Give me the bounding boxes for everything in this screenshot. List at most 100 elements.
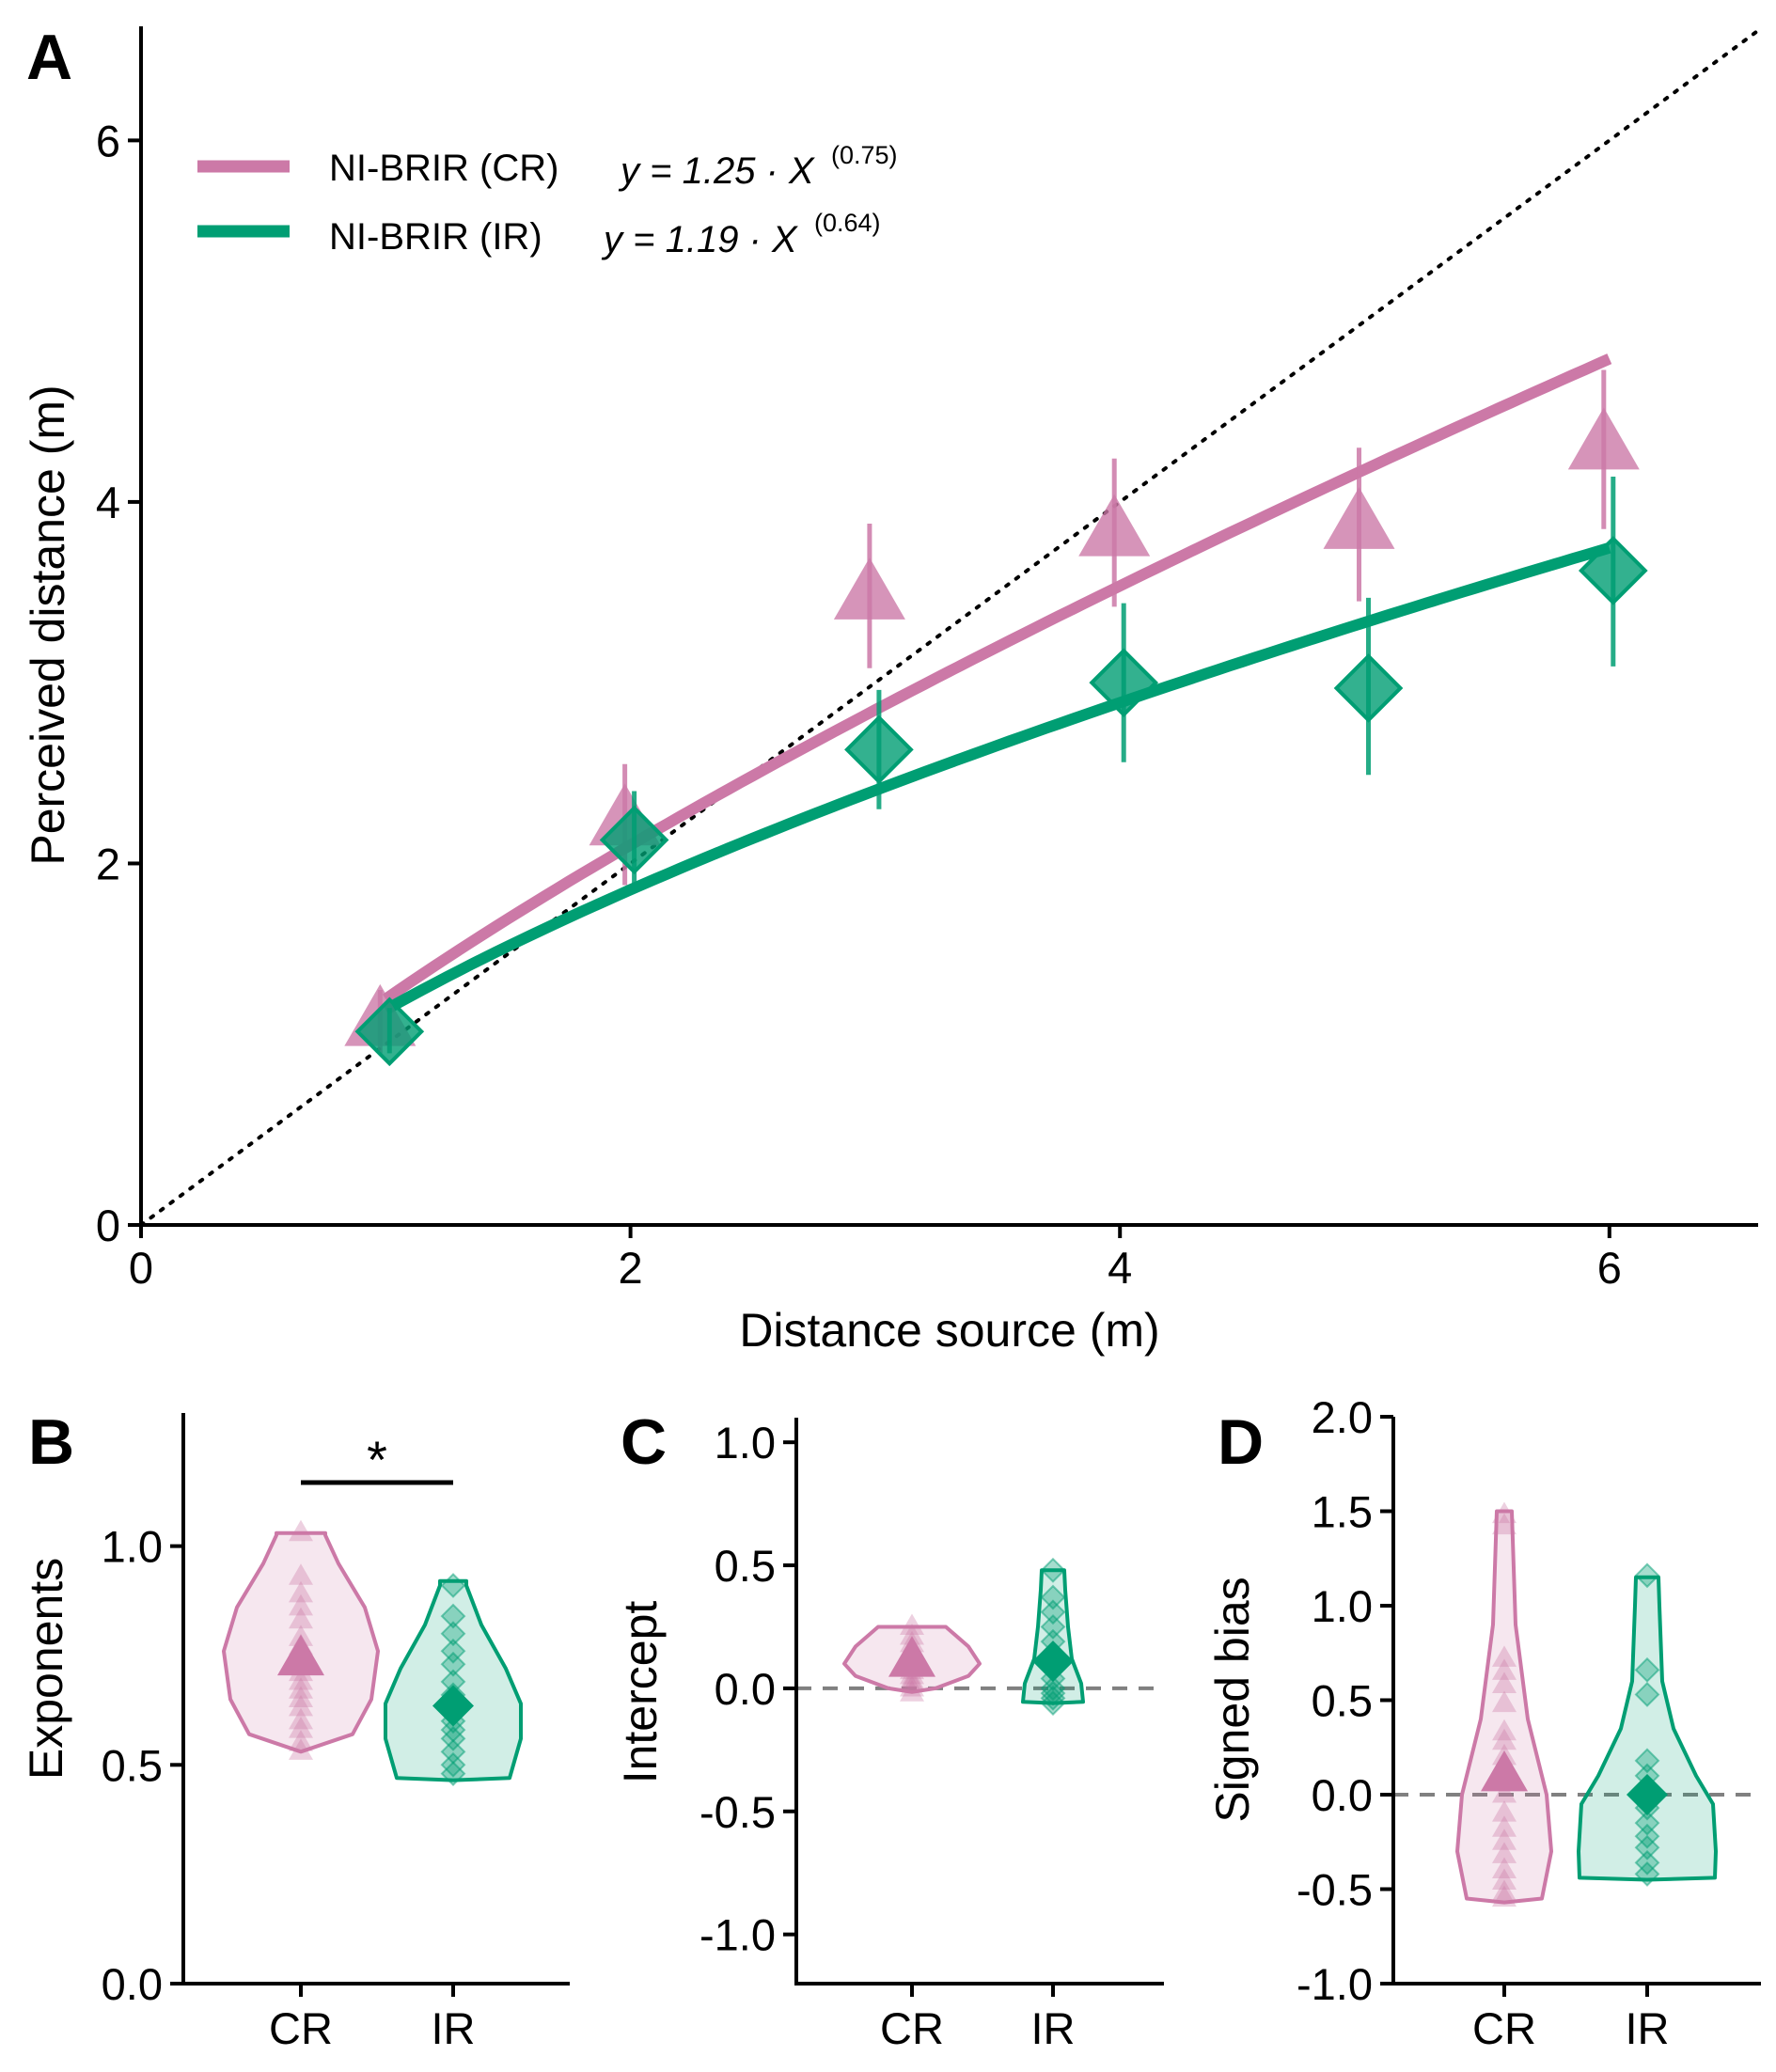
c-y-tick-label: 0.5 (715, 1541, 776, 1591)
b-ir-point (440, 1761, 466, 1787)
c-violins (796, 1557, 1163, 1717)
ir-data-points (354, 476, 1648, 1067)
a-y-ticks: 0 2 4 6 (96, 116, 141, 1250)
d-cr-point (1492, 1658, 1517, 1680)
c-cr-point (900, 1674, 924, 1697)
b-cr-point (289, 1563, 313, 1585)
d-y-tick-label: 1.5 (1312, 1487, 1373, 1537)
a-x-tick-label: 6 (1597, 1243, 1622, 1293)
panel-a-letter: A (26, 22, 72, 93)
cr-mean-triangle (1078, 494, 1151, 557)
c-cr-point (900, 1668, 924, 1689)
cr-data-points (344, 369, 1640, 1054)
c-cr-point (900, 1670, 924, 1692)
b-x-tick-label: CR (269, 2003, 333, 2053)
legend-exponent-ir: (0.64) (814, 209, 881, 237)
d-x-tick-label: IR (1626, 2003, 1670, 2053)
d-cr-point (1492, 1885, 1517, 1907)
d-cr-point (1492, 1513, 1517, 1535)
d-cr-point (1492, 1842, 1517, 1863)
b-cr-point (289, 1730, 313, 1751)
b-y-ticks: 0.0 0.5 1.0 (102, 1522, 183, 2009)
b-cr-point (289, 1593, 313, 1616)
d-ir-point (1634, 1810, 1660, 1836)
cr-mean-triangle (1567, 407, 1640, 470)
a-y-tick-label: 0 (96, 1201, 120, 1250)
d-cr-point (1492, 1782, 1517, 1803)
c-ir-point (1040, 1675, 1066, 1702)
a-x-axis-label: Distance source (m) (739, 1304, 1159, 1357)
b-x-tick-label: IR (432, 2003, 476, 2053)
d-ir-point (1634, 1656, 1660, 1683)
ir-mean-diamond (844, 714, 914, 785)
significance-star: * (367, 1430, 387, 1489)
c-ir-point (1040, 1685, 1066, 1711)
c-y-axis-label: Intercept (614, 1601, 667, 1784)
d-cr-point (1492, 1879, 1517, 1902)
b-ir-point (440, 1621, 466, 1647)
b-cr-point (289, 1677, 313, 1699)
b-cr-point (289, 1738, 313, 1760)
d-y-tick-label: -1.0 (1297, 1959, 1373, 2009)
d-cr-point (1492, 1815, 1517, 1837)
b-cr-point (289, 1580, 313, 1603)
b-ir-point (440, 1751, 466, 1778)
b-violins (222, 1519, 523, 1787)
ir-mean-diamond (599, 805, 669, 875)
legend-exponent-cr: (0.75) (831, 141, 898, 169)
a-y-tick-label: 4 (96, 478, 120, 527)
d-ir-point (1634, 1834, 1660, 1860)
fit-line-ir (383, 542, 1611, 1015)
d-ir-mean (1627, 1774, 1668, 1815)
d-cr-point (1492, 1829, 1517, 1850)
b-cr-point (289, 1607, 313, 1629)
legend: NI-BRIR (CR) y = 1.25 · X (0.75) NI-BRIR… (197, 141, 898, 260)
panel-c: C -1.0 -0.5 0.0 0.5 1.0 CR IR Intercept (614, 1406, 1164, 2053)
c-cr-point (900, 1680, 924, 1702)
c-y-tick-label: -1.0 (699, 1910, 776, 1960)
a-x-tick-label: 0 (129, 1243, 153, 1293)
c-ir-point (1040, 1680, 1066, 1706)
b-cr-point (289, 1519, 313, 1542)
b-cr-mean (277, 1634, 324, 1676)
b-ir-point (440, 1603, 466, 1629)
c-cr-point (900, 1613, 924, 1636)
c-y-ticks: -1.0 -0.5 0.0 0.5 1.0 (699, 1418, 796, 1960)
panel-b-letter: B (28, 1406, 74, 1478)
b-ir-point (440, 1725, 466, 1751)
b-cr-point (289, 1668, 313, 1690)
a-y-tick-label: 6 (96, 116, 120, 165)
b-x-ticks: CR IR (269, 1984, 476, 2053)
a-x-tick-label: 4 (1108, 1243, 1132, 1293)
c-y-tick-label: 0.0 (715, 1664, 776, 1714)
d-ir-point (1634, 1682, 1660, 1707)
b-y-tick-label: 0.5 (102, 1740, 163, 1790)
c-cr-point (900, 1623, 924, 1645)
d-cr-point (1492, 1672, 1517, 1693)
d-x-tick-label: CR (1472, 2003, 1536, 2053)
ir-mean-diamond (1089, 648, 1159, 718)
ir-mean-diamond (1578, 536, 1648, 605)
b-cr-point (289, 1694, 313, 1717)
d-cr-point (1492, 1800, 1517, 1822)
d-cr-point (1492, 1645, 1517, 1667)
b-cr-point (289, 1707, 313, 1730)
a-y-tick-label: 2 (96, 839, 120, 888)
b-ir-point (440, 1651, 466, 1677)
ir-mean-diamond (354, 997, 425, 1067)
d-cr-point (1492, 1857, 1517, 1878)
c-ir-mean (1032, 1640, 1074, 1683)
d-y-tick-label: 0.0 (1312, 1770, 1373, 1820)
c-ir-point (1040, 1690, 1066, 1717)
b-ir-point (440, 1638, 466, 1664)
c-violin-ir (1021, 1568, 1085, 1705)
d-y-tick-label: 0.5 (1312, 1676, 1373, 1726)
b-ir-point (440, 1573, 466, 1598)
legend-label-cr: NI-BRIR (CR) (329, 148, 558, 189)
c-ir-point (1040, 1599, 1066, 1625)
d-violin-cr (1455, 1509, 1553, 1905)
d-cr-point (1492, 1728, 1517, 1750)
d-y-tick-label: -0.5 (1297, 1865, 1373, 1915)
d-ir-point (1634, 1861, 1660, 1887)
